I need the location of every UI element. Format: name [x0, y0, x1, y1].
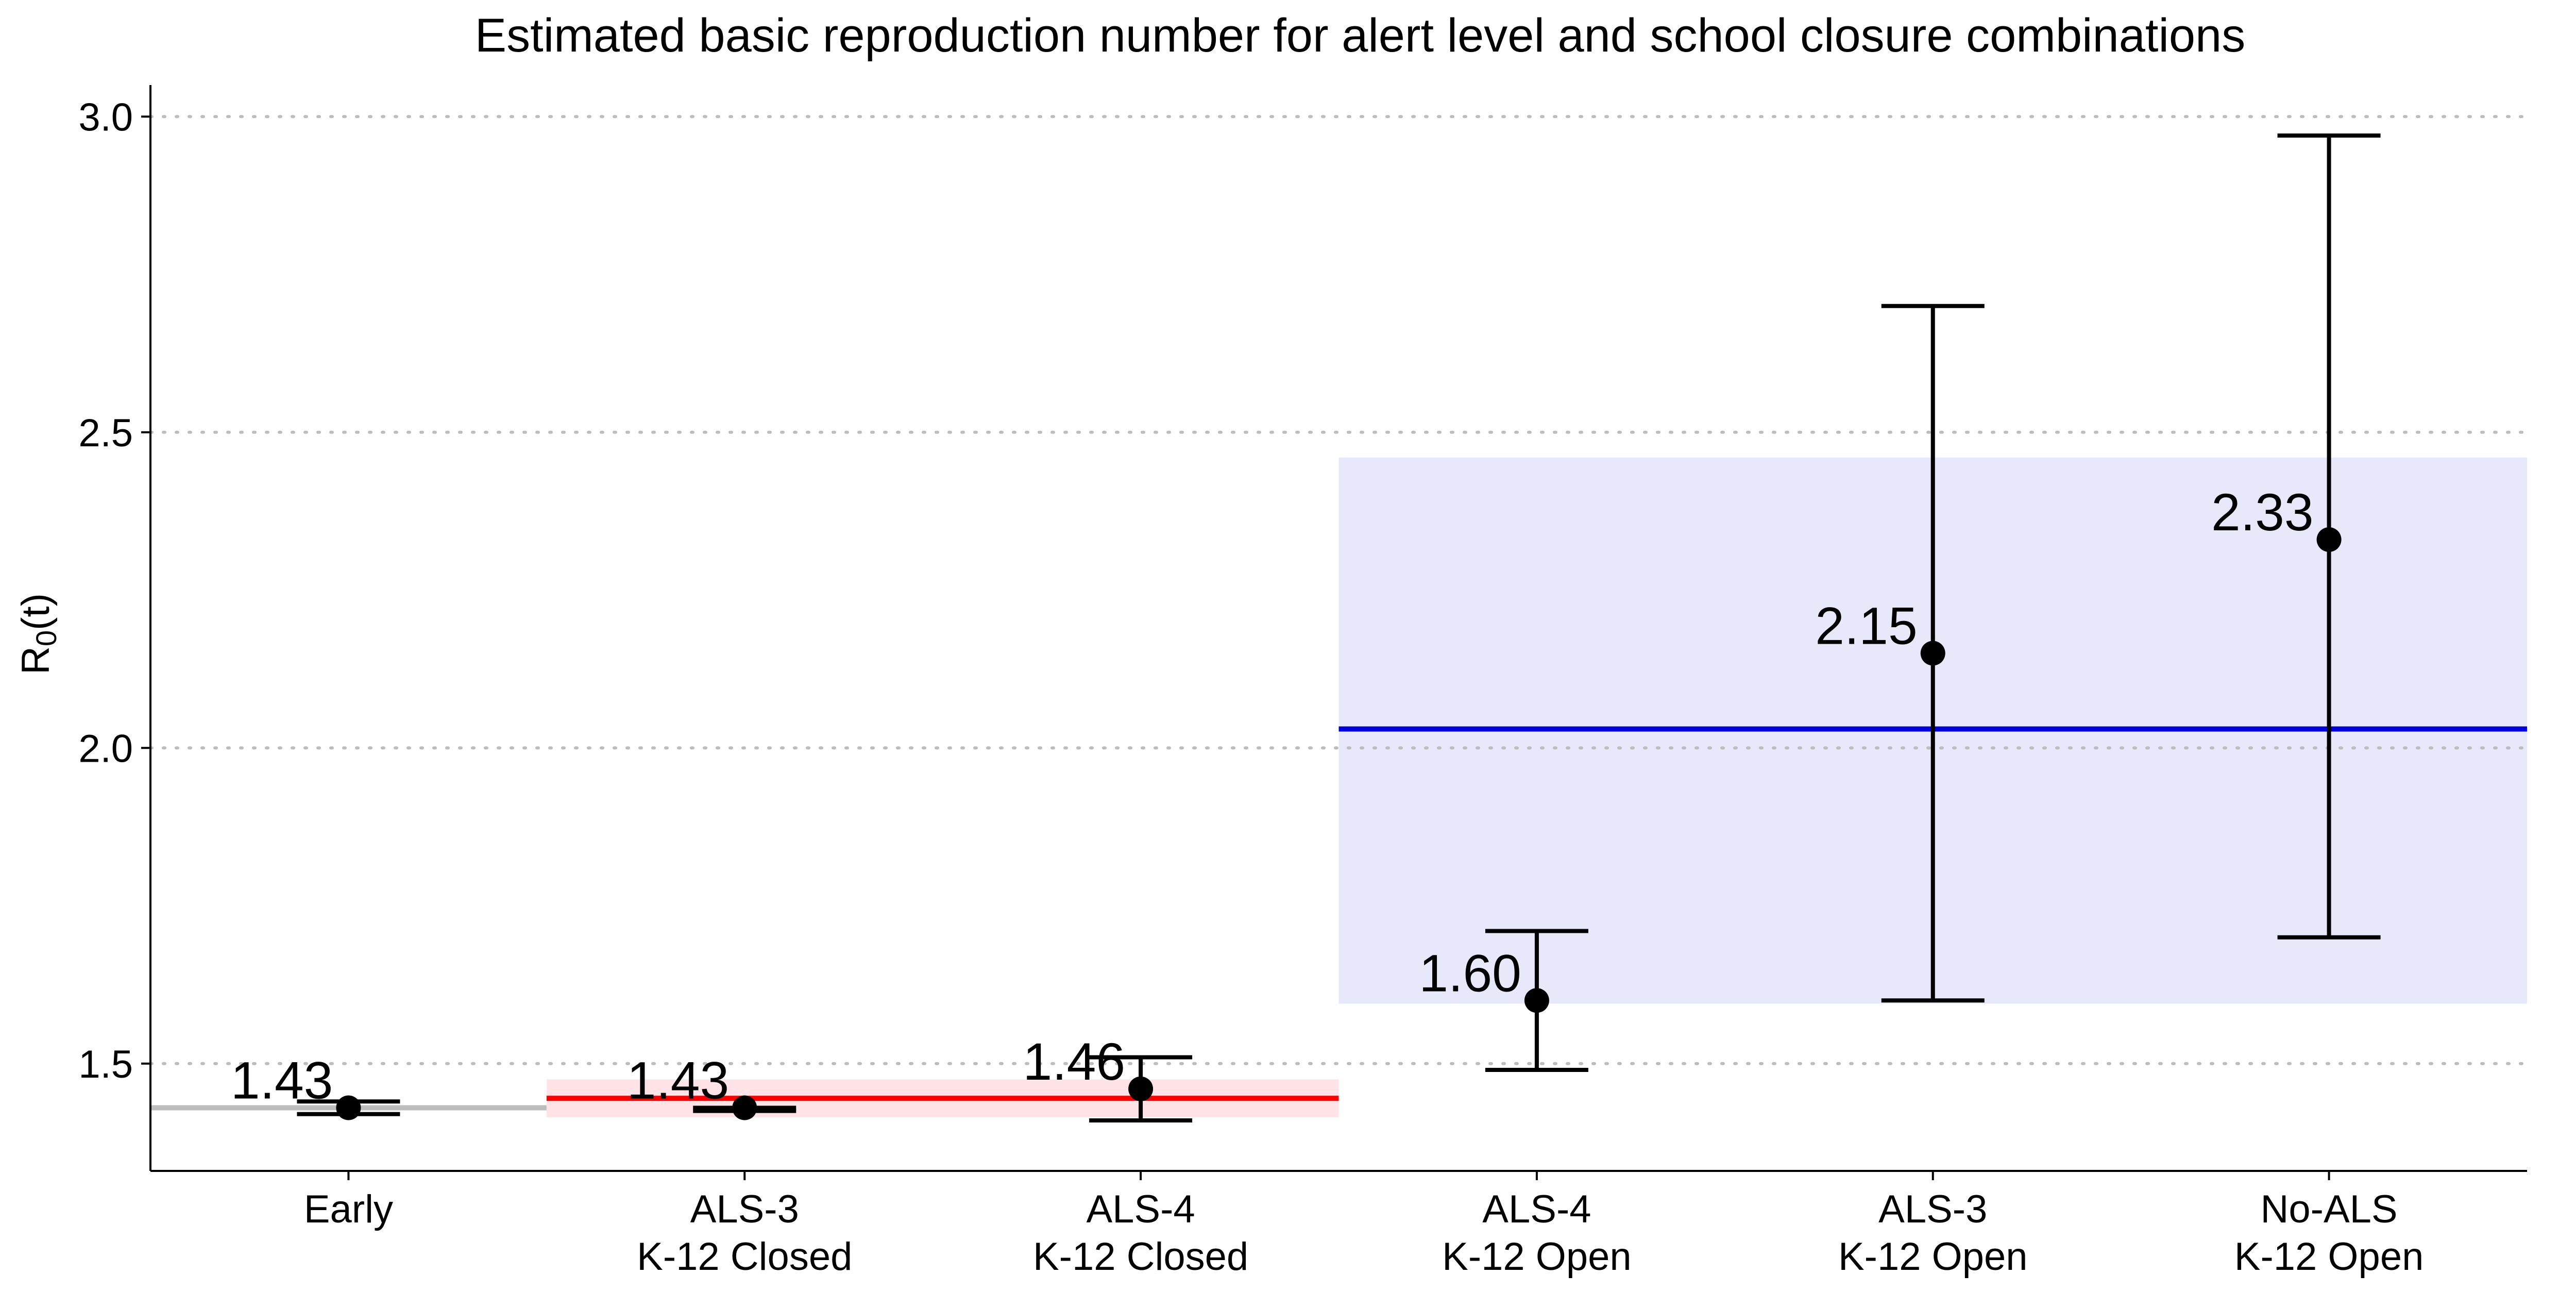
y-axis-title-main: R — [14, 646, 58, 675]
y-tick-label-2: 2.5 — [78, 411, 133, 455]
data-label-4: 2.15 — [1815, 597, 1918, 656]
data-point-3 — [1524, 988, 1549, 1013]
y-axis-title-subscript: 0 — [30, 630, 62, 646]
y-tick-label-0: 1.5 — [78, 1043, 133, 1086]
data-label-3: 1.60 — [1419, 944, 1521, 1002]
data-point-4 — [1920, 641, 1945, 666]
x-tick-label-line: No-ALS — [2261, 1187, 2398, 1231]
data-label-5: 2.33 — [2211, 483, 2314, 542]
x-tick-label-0: Early — [304, 1187, 393, 1231]
y-tick-label-1: 2.0 — [78, 727, 133, 770]
x-tick-label-1: ALS-3 K-12 Closed — [637, 1187, 852, 1279]
x-tick-label-line: K-12 Closed — [637, 1235, 852, 1279]
x-tick-label-line: ALS-4 — [1482, 1187, 1591, 1231]
x-tick-label-line: K-12 Open — [2234, 1235, 2424, 1279]
x-tick-label-line: ALS-3 — [690, 1187, 799, 1231]
data-point-5 — [2316, 527, 2342, 552]
chart-title: Estimated basic reproduction number for … — [475, 9, 2245, 62]
y-tick-label-3: 3.0 — [78, 95, 133, 139]
data-point-0 — [336, 1095, 361, 1120]
x-tick-label-line: ALS-3 — [1878, 1187, 1987, 1231]
x-tick-label-line: K-12 Closed — [1033, 1235, 1248, 1279]
x-tick-label-5: No-ALS K-12 Open — [2234, 1187, 2424, 1279]
axes — [149, 85, 2527, 1172]
data-point-2 — [1128, 1076, 1154, 1101]
data-label-1: 1.43 — [627, 1051, 730, 1110]
y-axis-title-suffix: (t) — [14, 593, 58, 630]
x-tick-label-line: Early — [304, 1187, 393, 1231]
x-tick-label-4: ALS-3 K-12 Open — [1838, 1187, 2028, 1279]
x-tick-label-line: ALS-4 — [1086, 1187, 1195, 1231]
data-point-1 — [732, 1095, 757, 1120]
x-tick-label-2: ALS-4 K-12 Closed — [1033, 1187, 1248, 1279]
x-tick-label-line: K-12 Open — [1442, 1235, 1632, 1279]
x-tick-label-3: ALS-4 K-12 Open — [1442, 1187, 1632, 1279]
data-label-0: 1.43 — [231, 1051, 333, 1110]
data-points — [336, 527, 2342, 1120]
y-axis-title: R0(t) — [14, 593, 62, 675]
data-labels: 1.43 1.43 1.46 1.60 2.15 2.33 — [231, 483, 2314, 1110]
y-axis-ticks: 1.5 2.0 2.5 3.0 — [78, 95, 150, 1086]
x-tick-label-line: K-12 Open — [1838, 1235, 2028, 1279]
data-label-2: 1.46 — [1023, 1032, 1126, 1091]
